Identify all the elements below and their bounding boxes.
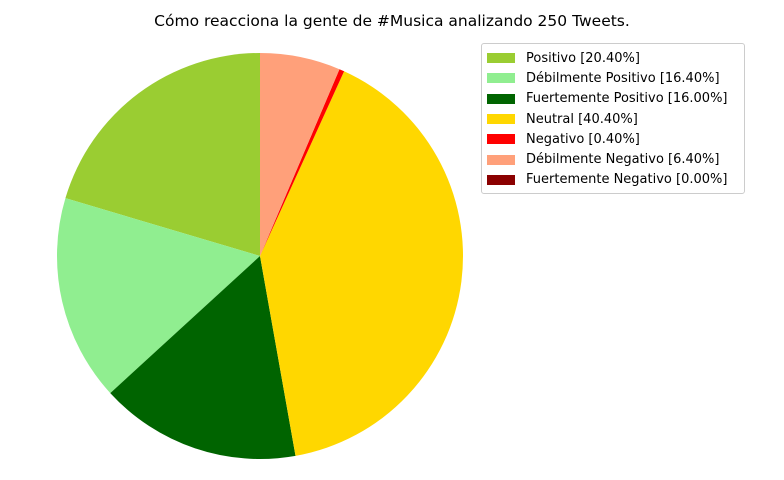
legend-swatch [487, 154, 515, 165]
legend-label: Fuertemente Negativo [0.00%] [526, 172, 728, 188]
legend-swatch [487, 114, 515, 125]
pie-slice-0 [65, 53, 260, 256]
legend-item: Fuertemente Negativo [0.00%] [487, 170, 744, 190]
legend-item: Fuertemente Positivo [16.00%] [487, 89, 744, 109]
pie-slice-5 [260, 53, 340, 256]
legend-label: Fuertemente Positivo [16.00%] [526, 91, 728, 107]
legend-label: Neutral [40.40%] [526, 111, 638, 127]
legend: Positivo [20.40%] Débilmente Positivo [16… [481, 43, 745, 194]
pie-slice-2 [110, 256, 296, 460]
legend-swatch [487, 174, 515, 185]
legend-item: Neutral [40.40%] [487, 109, 744, 129]
pie-slice-4 [260, 69, 345, 256]
legend-swatch [487, 73, 515, 84]
legend-item: Débilmente Positivo [16.40%] [487, 68, 744, 88]
legend-swatch [487, 93, 515, 104]
legend-label: Débilmente Positivo [16.40%] [526, 70, 720, 86]
legend-item: Negativo [0.40%] [487, 129, 744, 149]
pie-slice-1 [56, 198, 260, 394]
legend-swatch [487, 134, 515, 145]
legend-label: Negativo [0.40%] [526, 131, 640, 147]
legend-item: Débilmente Negativo [6.40%] [487, 149, 744, 169]
legend-label: Débilmente Negativo [6.40%] [526, 152, 720, 168]
legend-label: Positivo [20.40%] [526, 50, 640, 66]
pie-slice-3 [260, 71, 464, 456]
chart-title: Cómo reacciona la gente de #Musica anali… [154, 12, 630, 30]
legend-swatch [487, 53, 515, 64]
legend-item: Positivo [20.40%] [487, 48, 744, 68]
pie-slices [56, 53, 464, 460]
